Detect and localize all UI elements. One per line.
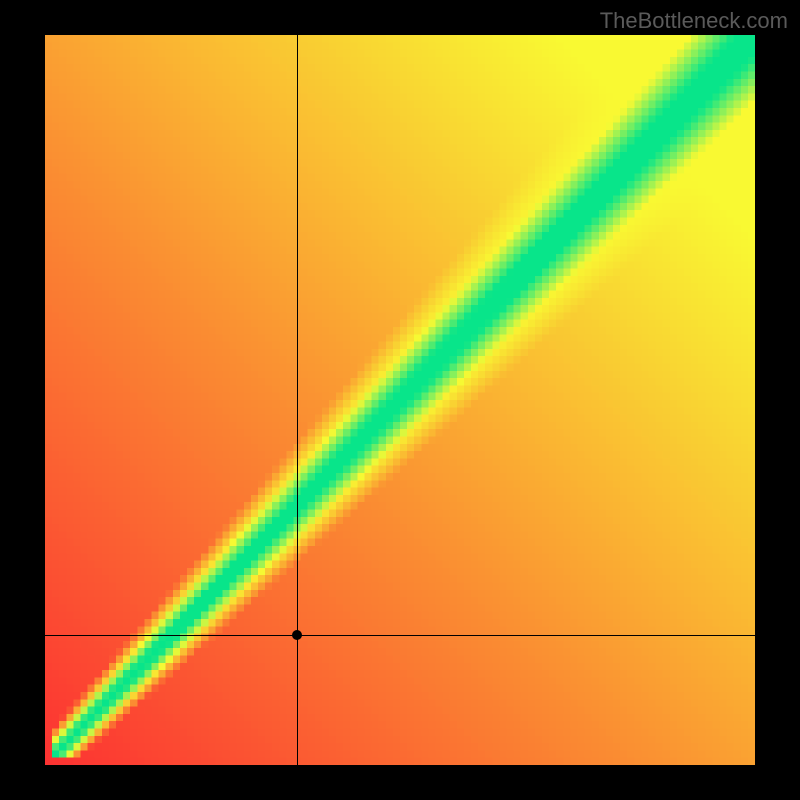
crosshair-vertical: [297, 35, 298, 765]
watermark-text: TheBottleneck.com: [600, 8, 788, 34]
crosshair-horizontal: [45, 635, 755, 636]
data-point-marker: [292, 630, 302, 640]
heatmap-canvas: [45, 35, 755, 765]
heatmap-plot: [45, 35, 755, 765]
